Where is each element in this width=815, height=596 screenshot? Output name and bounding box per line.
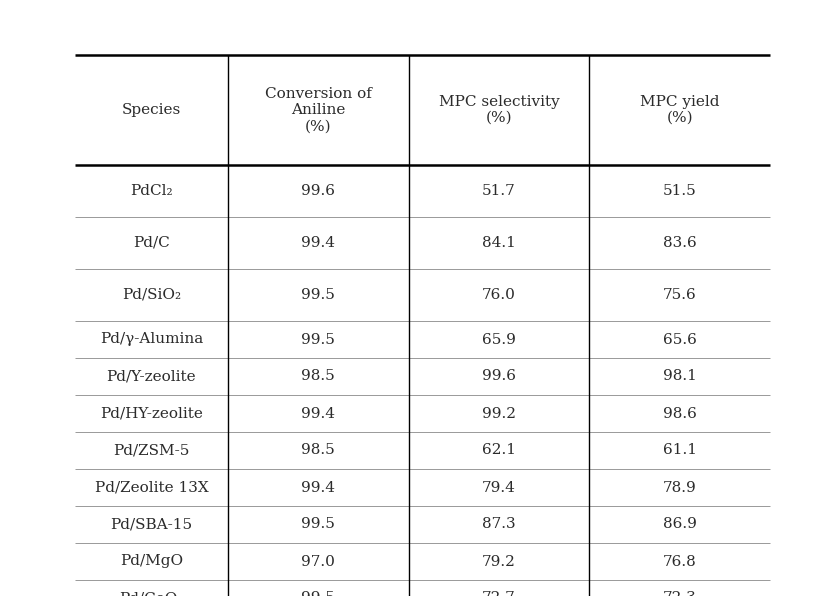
Text: 99.6: 99.6 <box>302 184 335 198</box>
Text: Pd/SiO₂: Pd/SiO₂ <box>122 288 181 302</box>
Text: Pd/C: Pd/C <box>133 236 170 250</box>
Text: Pd/ZSM-5: Pd/ZSM-5 <box>113 443 190 458</box>
Text: 72.7: 72.7 <box>482 591 516 596</box>
Text: 84.1: 84.1 <box>482 236 516 250</box>
Text: MPC yield
(%): MPC yield (%) <box>640 95 720 125</box>
Text: 65.9: 65.9 <box>482 333 516 346</box>
Text: 99.2: 99.2 <box>482 406 516 421</box>
Text: Conversion of
Aniline
(%): Conversion of Aniline (%) <box>265 87 372 133</box>
Text: 99.5: 99.5 <box>302 517 335 532</box>
Text: 72.3: 72.3 <box>663 591 697 596</box>
Text: 87.3: 87.3 <box>482 517 516 532</box>
Text: 51.7: 51.7 <box>482 184 516 198</box>
Text: 99.4: 99.4 <box>302 236 335 250</box>
Text: 98.5: 98.5 <box>302 370 335 383</box>
Text: 97.0: 97.0 <box>302 554 335 569</box>
Text: 99.5: 99.5 <box>302 333 335 346</box>
Text: Pd/Y-zeolite: Pd/Y-zeolite <box>107 370 196 383</box>
Text: 99.4: 99.4 <box>302 480 335 495</box>
Text: 76.8: 76.8 <box>663 554 697 569</box>
Text: Pd/CeO₂: Pd/CeO₂ <box>119 591 183 596</box>
Text: Species: Species <box>121 103 181 117</box>
Text: 61.1: 61.1 <box>663 443 697 458</box>
Text: 99.6: 99.6 <box>482 370 516 383</box>
Text: 86.9: 86.9 <box>663 517 697 532</box>
Text: 51.5: 51.5 <box>663 184 697 198</box>
Text: PdCl₂: PdCl₂ <box>130 184 173 198</box>
Text: 83.6: 83.6 <box>663 236 697 250</box>
Text: 98.6: 98.6 <box>663 406 697 421</box>
Text: 75.6: 75.6 <box>663 288 697 302</box>
Text: 99.5: 99.5 <box>302 288 335 302</box>
Text: MPC selectivity
(%): MPC selectivity (%) <box>438 95 559 125</box>
Text: 62.1: 62.1 <box>482 443 516 458</box>
Text: Pd/Zeolite 13X: Pd/Zeolite 13X <box>95 480 209 495</box>
Text: 99.4: 99.4 <box>302 406 335 421</box>
Text: 78.9: 78.9 <box>663 480 697 495</box>
Text: Pd/MgO: Pd/MgO <box>120 554 183 569</box>
Text: 79.2: 79.2 <box>482 554 516 569</box>
Text: 76.0: 76.0 <box>482 288 516 302</box>
Text: 65.6: 65.6 <box>663 333 697 346</box>
Text: 98.1: 98.1 <box>663 370 697 383</box>
Text: 79.4: 79.4 <box>482 480 516 495</box>
Text: Pd/HY-zeolite: Pd/HY-zeolite <box>100 406 203 421</box>
Text: 98.5: 98.5 <box>302 443 335 458</box>
Text: 99.5: 99.5 <box>302 591 335 596</box>
Text: Pd/γ-Alumina: Pd/γ-Alumina <box>99 333 203 346</box>
Text: Pd/SBA-15: Pd/SBA-15 <box>110 517 192 532</box>
